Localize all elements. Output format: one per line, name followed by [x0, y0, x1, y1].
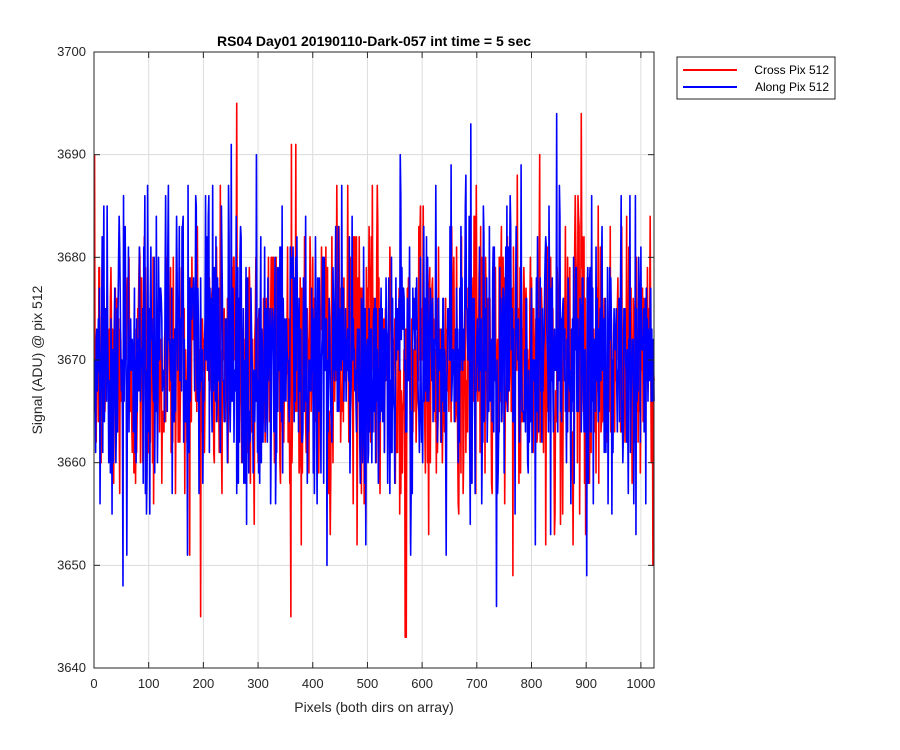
y-tick-label: 3690 [57, 147, 86, 162]
x-tick-label: 700 [466, 676, 488, 691]
series-layer [93, 102, 655, 638]
legend: Cross Pix 512 Along Pix 512 [676, 56, 836, 100]
x-tick-label: 500 [357, 676, 379, 691]
x-tick-label: 900 [575, 676, 597, 691]
y-tick-label: 3660 [57, 455, 86, 470]
axis-ticks: 0 100 200 300 400 500 600 700 800 900 1000 3640 3650… [57, 44, 655, 691]
x-tick-label: 400 [302, 676, 324, 691]
x-tick-label: 800 [521, 676, 543, 691]
legend-label-cross: Cross Pix 512 [754, 63, 829, 77]
legend-box [676, 56, 836, 100]
y-axis-label: Signal (ADU) @ pix 512 [29, 285, 45, 434]
y-tick-label: 3640 [57, 660, 86, 675]
legend-label-along: Along Pix 512 [755, 80, 829, 94]
y-tick-label: 3700 [57, 44, 86, 59]
x-tick-label: 600 [411, 676, 433, 691]
x-tick-label: 1000 [626, 676, 655, 691]
chart-title: RS04 Day01 20190110-Dark-057 int time = … [217, 33, 531, 49]
x-axis-label: Pixels (both dirs on array) [294, 699, 454, 715]
y-tick-label: 3650 [57, 557, 86, 572]
x-tick-label: 100 [138, 676, 160, 691]
y-tick-label: 3680 [57, 249, 86, 264]
x-tick-label: 300 [247, 676, 269, 691]
x-tick-label: 200 [193, 676, 215, 691]
series-line-along [94, 112, 655, 608]
x-tick-label: 0 [90, 676, 97, 691]
y-tick-label: 3670 [57, 352, 86, 367]
